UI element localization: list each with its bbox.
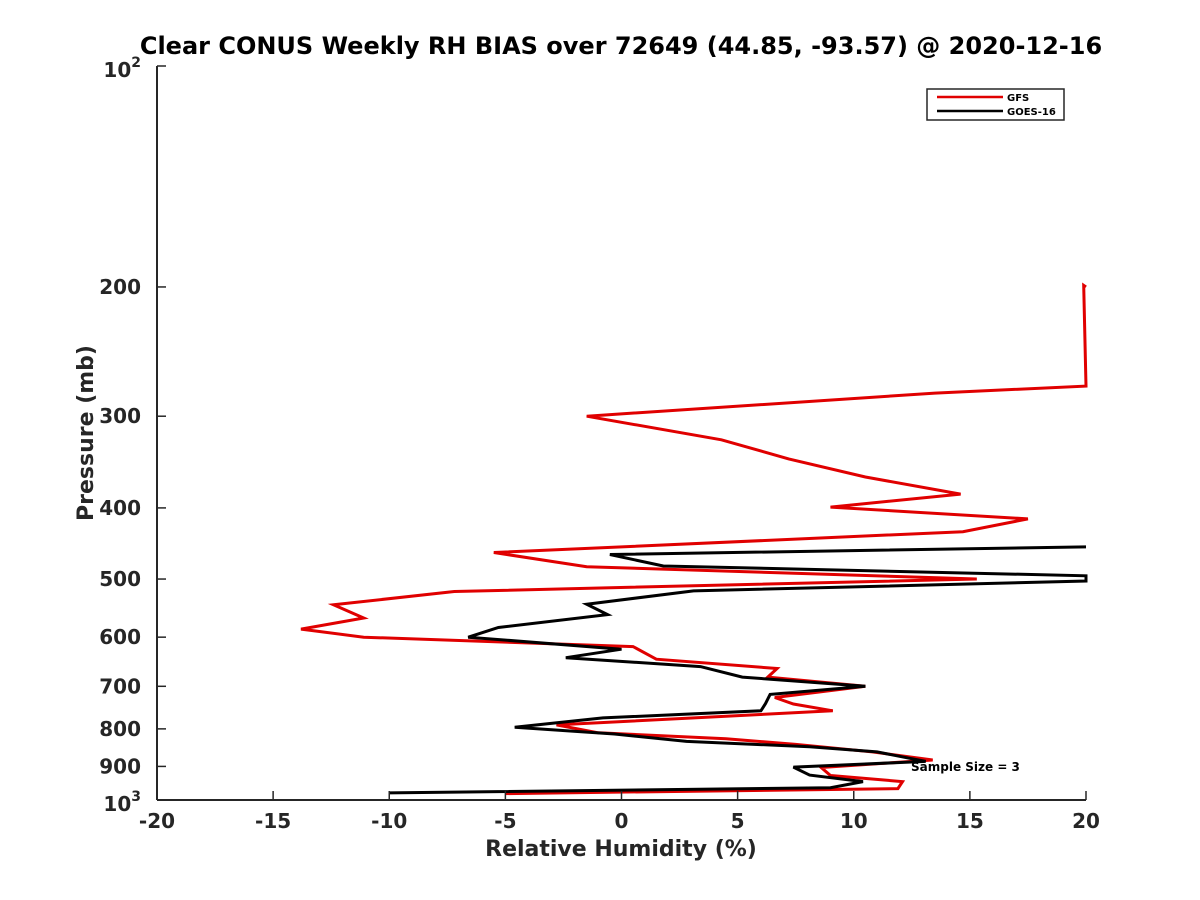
- x-tick-label: -5: [494, 809, 516, 833]
- y-tick-label: 700: [99, 674, 141, 698]
- x-tick-label: 15: [956, 809, 984, 833]
- series-line-gfs: [300, 282, 1088, 796]
- legend-label-gfs: GFS: [1007, 93, 1029, 104]
- y-tick-label: 800: [99, 717, 141, 741]
- y-tick-label: 500: [99, 567, 141, 591]
- y-tick-label: 600: [99, 625, 141, 649]
- x-tick-label: 20: [1072, 809, 1100, 833]
- y-top-label: 102: [103, 55, 141, 82]
- legend-label-goes16: GOES-16: [1007, 107, 1056, 118]
- y-axis-label: Pressure (mb): [74, 345, 99, 521]
- plot-area: -20 -15 -10 -5 0 5 10 15 20 200 300 400 500 600 700 80…: [74, 55, 1100, 862]
- y-tick-label: 200: [99, 275, 141, 299]
- sample-size-annotation: Sample Size = 3: [911, 760, 1020, 774]
- legend: GFS GOES-16: [926, 88, 1065, 121]
- y-tick-label: 900: [99, 754, 141, 778]
- y-tick-label: 400: [99, 496, 141, 520]
- axes-layer: [156, 66, 1086, 801]
- x-tick-label: 0: [615, 809, 629, 833]
- x-tick-label: -10: [371, 809, 407, 833]
- chart-title: Clear CONUS Weekly RH BIAS over 72649 (4…: [140, 32, 1102, 60]
- x-tick-label: -20: [139, 809, 175, 833]
- x-ticks: -20 -15 -10 -5 0 5 10 15 20: [139, 791, 1100, 833]
- y-bottom-label: 103: [103, 789, 141, 816]
- legend-box: [926, 88, 1065, 121]
- x-tick-label: 10: [840, 809, 868, 833]
- x-tick-label: 5: [731, 809, 745, 833]
- y-tick-label: 300: [99, 404, 141, 428]
- y-ticks: 200 300 400 500 600 700 800 900: [99, 65, 166, 801]
- series-line-goes16: [389, 545, 1088, 795]
- x-axis-label: Relative Humidity (%): [485, 837, 757, 862]
- series-layer: [300, 282, 1088, 796]
- x-tick-label: -15: [255, 809, 291, 833]
